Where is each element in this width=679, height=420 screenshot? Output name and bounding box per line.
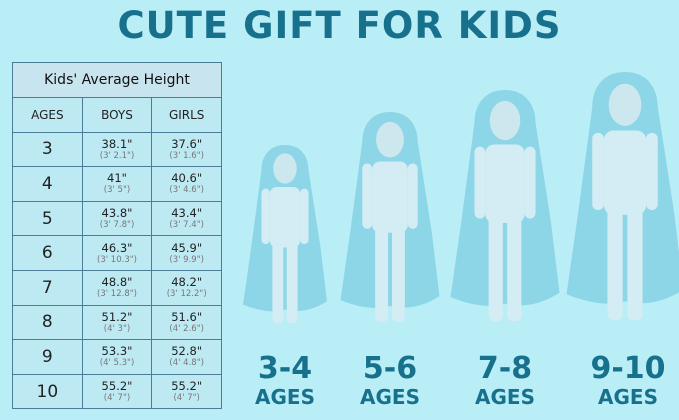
height-cell: 38.1" (3' 2.1") bbox=[81, 132, 152, 167]
height-inches: 55.2" bbox=[101, 379, 133, 394]
height-feet: (3' 4.6") bbox=[169, 185, 204, 196]
height-inches: 48.2" bbox=[171, 275, 203, 290]
age-label: AGES bbox=[475, 385, 535, 409]
age-range: 7-8 bbox=[478, 351, 532, 386]
age-cell: 3 bbox=[41, 139, 53, 160]
table-row: 6 46.3" (3' 10.3") 45.9" (3' 9.9") bbox=[13, 235, 221, 270]
height-cell: 45.9" (3' 9.9") bbox=[151, 236, 221, 270]
height-inches: 52.8" bbox=[171, 344, 203, 359]
table-row: 5 43.8" (3' 7.8") 43.4" (3' 7.4") bbox=[13, 200, 221, 236]
kid-figure bbox=[450, 90, 560, 322]
age-cell: 9 bbox=[41, 346, 53, 367]
height-cell: 53.3" (4' 5.3") bbox=[81, 340, 152, 374]
age-range: 3-4 bbox=[258, 351, 312, 386]
height-feet: (3' 7.4") bbox=[169, 220, 204, 231]
height-feet: (4' 4.8") bbox=[169, 358, 204, 369]
height-inches: 53.3" bbox=[101, 344, 133, 359]
height-inches: 51.6" bbox=[171, 309, 203, 324]
height-cell: 48.8" (3' 12.8") bbox=[81, 270, 152, 305]
height-feet: (3' 9.9") bbox=[169, 254, 204, 265]
height-cell: 55.2" (4' 7") bbox=[81, 374, 152, 409]
age-range: 5-6 bbox=[363, 351, 417, 386]
height-cell: 52.8" (4' 4.8") bbox=[151, 340, 221, 374]
height-inches: 45.9" bbox=[171, 240, 203, 255]
age-label: AGES bbox=[598, 385, 658, 409]
height-cell: 43.8" (3' 7.8") bbox=[81, 201, 152, 236]
height-cell: 46.3" (3' 10.3") bbox=[81, 236, 152, 270]
height-inches: 55.2" bbox=[171, 379, 203, 394]
age-label: AGES bbox=[255, 385, 315, 409]
table-row: 8 51.2" (4' 3") 51.6" (4' 2.6") bbox=[13, 304, 221, 340]
column-header: GIRLS bbox=[151, 98, 221, 132]
header-row: AGES BOYS GIRLS bbox=[13, 97, 221, 132]
kid-figure bbox=[243, 145, 327, 324]
height-cell: 40.6" (3' 4.6") bbox=[151, 167, 221, 201]
table-row: 3 38.1" (3' 2.1") 37.6" (3' 1.6") bbox=[13, 131, 221, 167]
height-cell: 51.2" (4' 3") bbox=[81, 305, 152, 340]
height-feet: (4' 7") bbox=[103, 393, 131, 404]
height-inches: 37.6" bbox=[171, 136, 203, 151]
height-cell: 55.2" (4' 7") bbox=[151, 374, 221, 409]
height-cell: 51.6" (4' 2.6") bbox=[151, 305, 221, 340]
height-feet: (3' 2.1") bbox=[99, 150, 135, 161]
kid-figure bbox=[566, 72, 679, 321]
height-feet: (4' 7") bbox=[173, 393, 200, 404]
age-cell: 5 bbox=[41, 208, 53, 229]
table-row: 7 48.8" (3' 12.8") 48.2" (3' 12.2") bbox=[13, 269, 221, 305]
height-feet: (3' 1.6") bbox=[169, 150, 204, 161]
table-row: 10 55.2" (4' 7") 55.2" (4' 7") bbox=[13, 373, 221, 409]
height-cell: 48.2" (3' 12.2") bbox=[151, 270, 221, 305]
height-cell: 37.6" (3' 1.6") bbox=[151, 132, 221, 167]
height-feet: (3' 7.8") bbox=[99, 220, 135, 231]
height-feet: (3' 5") bbox=[103, 185, 131, 196]
height-table: Kids' Average Height AGES BOYS GIRLS 3 38.1"… bbox=[12, 62, 222, 410]
height-inches: 48.8" bbox=[101, 275, 133, 290]
height-feet: (3' 12.2") bbox=[166, 289, 207, 300]
column-header: AGES bbox=[31, 107, 64, 122]
age-range: 9-10 bbox=[590, 351, 665, 386]
height-inches: 46.3" bbox=[101, 240, 133, 255]
age-cell: 8 bbox=[41, 312, 53, 333]
height-inches: 43.8" bbox=[101, 206, 133, 221]
table-row: 9 53.3" (4' 5.3") 52.8" (4' 4.8") bbox=[13, 339, 221, 374]
table-row: 4 41" (3' 5") 40.6" (3' 4.6") bbox=[13, 166, 221, 201]
kid-figure bbox=[340, 112, 440, 322]
height-feet: (4' 2.6") bbox=[169, 323, 204, 334]
table-title: Kids' Average Height bbox=[13, 63, 221, 97]
height-inches: 51.2" bbox=[101, 309, 133, 324]
height-cell: 41" (3' 5") bbox=[81, 167, 152, 201]
age-cell: 7 bbox=[41, 277, 53, 298]
height-inches: 40.6" bbox=[171, 171, 203, 186]
height-inches: 41" bbox=[107, 171, 127, 186]
column-header: BOYS bbox=[81, 98, 152, 132]
height-feet: (3' 12.8") bbox=[97, 289, 137, 300]
height-inches: 43.4" bbox=[171, 206, 203, 221]
height-cell: 43.4" (3' 7.4") bbox=[151, 201, 221, 236]
age-cell: 6 bbox=[41, 243, 53, 264]
height-inches: 38.1" bbox=[101, 136, 133, 151]
age-cell: 4 bbox=[41, 173, 53, 194]
height-feet: (4' 3") bbox=[103, 323, 131, 334]
height-feet: (3' 10.3") bbox=[97, 254, 137, 265]
age-label: AGES bbox=[360, 385, 420, 409]
age-cell: 10 bbox=[36, 381, 59, 402]
title: CUTE GIFT FOR KIDS bbox=[117, 4, 562, 47]
height-feet: (4' 5.3") bbox=[99, 358, 135, 369]
